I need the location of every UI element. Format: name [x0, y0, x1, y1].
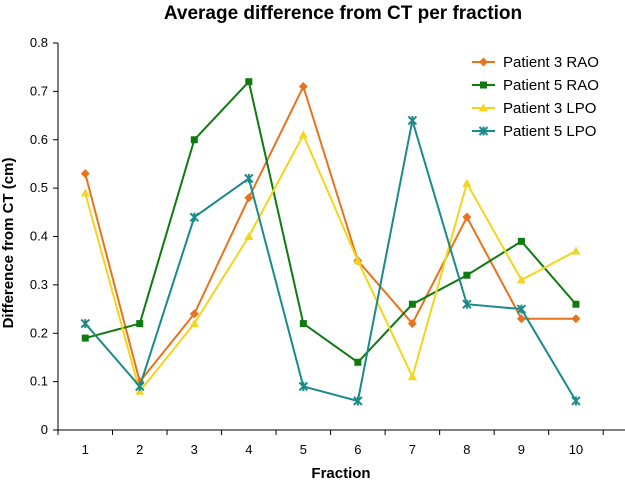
- data-point: [353, 396, 363, 406]
- data-point: [353, 256, 363, 265]
- data-point: [571, 314, 581, 324]
- data-point: [572, 300, 580, 308]
- data-point: [81, 334, 89, 342]
- series-line: [84, 83, 576, 384]
- y-tick-label: 0: [41, 422, 48, 437]
- data-point: [298, 82, 308, 92]
- legend-item: Patient 5 LPO: [472, 123, 596, 140]
- data-point: [189, 309, 199, 319]
- y-axis-label: Difference from CT (cm): [0, 158, 17, 329]
- data-point: [407, 372, 417, 381]
- legend-marker: [479, 103, 488, 112]
- data-point: [189, 212, 200, 222]
- data-point: [244, 232, 254, 240]
- y-tick-label: 0.2: [30, 325, 48, 340]
- data-point: [190, 136, 198, 144]
- series-line: [84, 120, 577, 403]
- data-point: [516, 304, 527, 314]
- legend-item: Patient 3 LPO: [472, 100, 596, 117]
- legend-marker: [478, 126, 489, 136]
- data-point: [354, 358, 362, 366]
- x-tick-label: 4: [245, 442, 252, 457]
- y-ticks: 0 0.1 0.2 0.3 0.4 0.5 0.6 0.7 0.8: [30, 35, 58, 437]
- data-point: [298, 130, 308, 139]
- chart-title: Average difference from CT per fraction: [164, 3, 522, 24]
- legend-marker: [479, 57, 488, 67]
- x-tick-label: 10: [569, 442, 583, 457]
- legend-label: Patient 5 LPO: [503, 123, 596, 140]
- x-tick-label: 8: [463, 442, 470, 457]
- series-3: [80, 115, 581, 406]
- data-point: [135, 381, 145, 392]
- data-point: [463, 271, 471, 279]
- legend: Patient 3 RAO Patient 5 RAO Patient 3 LPO P…: [472, 54, 599, 140]
- y-tick-label: 0.7: [30, 83, 48, 98]
- x-tick-label: 5: [300, 442, 307, 457]
- x-tick-label: 3: [191, 442, 198, 457]
- y-tick-label: 0.4: [30, 229, 48, 244]
- x-axis-label: Fraction: [311, 465, 370, 481]
- series-line: [85, 79, 577, 364]
- data-point: [244, 173, 254, 184]
- x-tick-label: 9: [518, 442, 525, 457]
- data-point: [462, 212, 472, 222]
- data-point: [462, 178, 472, 187]
- data-point: [407, 319, 417, 329]
- data-point: [136, 320, 144, 328]
- x-tick-label: 7: [409, 442, 416, 457]
- data-point: [462, 299, 472, 309]
- data-point: [80, 318, 90, 329]
- data-point: [571, 396, 581, 406]
- y-tick-label: 0.5: [30, 180, 48, 195]
- data-point: [571, 246, 581, 255]
- x-tick-label: 1: [82, 442, 89, 457]
- y-tick-label: 0.3: [30, 277, 48, 292]
- data-point: [516, 314, 526, 324]
- data-point: [408, 300, 416, 308]
- data-point: [245, 78, 253, 86]
- x-tick-label: 2: [136, 442, 143, 457]
- legend-marker: [480, 81, 487, 89]
- y-tick-label: 0.1: [30, 374, 48, 389]
- series-2: [80, 130, 581, 395]
- x-ticks: 1 2 3 4 5 6 7 8 9 10: [57, 430, 604, 457]
- series-line: [84, 132, 577, 394]
- x-tick-label: 6: [354, 442, 361, 457]
- data-point: [407, 115, 418, 126]
- legend-item: Patient 5 RAO: [472, 77, 599, 94]
- data-point: [298, 381, 309, 392]
- series-lines: [80, 78, 581, 406]
- data-point: [299, 320, 307, 328]
- data-point: [516, 275, 526, 284]
- data-point: [80, 169, 90, 179]
- legend-label: Patient 5 RAO: [503, 77, 599, 94]
- data-point: [189, 319, 199, 328]
- y-tick-label: 0.6: [30, 132, 48, 147]
- y-tick-label: 0.8: [30, 35, 48, 50]
- legend-item: Patient 3 RAO: [472, 54, 599, 71]
- data-point: [80, 188, 90, 197]
- legend-label: Patient 3 RAO: [503, 54, 599, 71]
- series-1: [81, 78, 580, 366]
- legend-label: Patient 3 LPO: [503, 100, 596, 117]
- data-point: [244, 193, 254, 203]
- data-point: [517, 237, 525, 245]
